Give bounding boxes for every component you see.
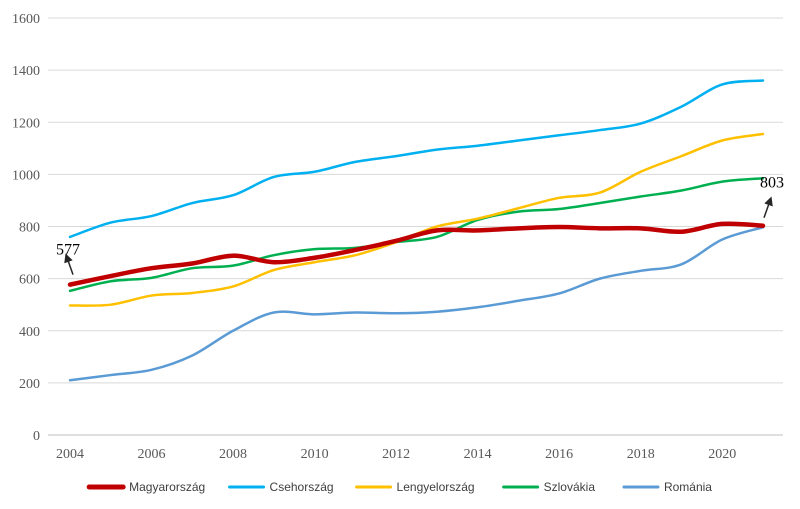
series-lines xyxy=(67,79,766,382)
x-tick-label: 2004 xyxy=(56,447,84,462)
y-tick-label: 200 xyxy=(19,377,40,392)
legend-label-magyarorszag: Magyarország xyxy=(129,480,205,494)
y-tick-label: 1000 xyxy=(12,168,40,183)
x-tick-label: 2008 xyxy=(219,447,247,462)
y-tick-label: 800 xyxy=(19,221,40,236)
x-axis: 2004 2006 2008 2010 2012 2014 2016 2018 2020 xyxy=(48,434,783,462)
annotation-label: 577 xyxy=(56,242,80,259)
legend-label-csehorszag: Csehország xyxy=(270,480,334,494)
x-tick-label: 2016 xyxy=(545,447,573,462)
series-line-szlovakia xyxy=(68,177,765,293)
x-tick-label: 2012 xyxy=(382,447,410,462)
x-tick-label: 2006 xyxy=(138,447,166,462)
legend-label-szlovakia: Szlovákia xyxy=(544,480,596,494)
y-tick-label: 600 xyxy=(19,273,40,288)
y-tick-label: 1400 xyxy=(12,64,40,79)
annotation-arrow xyxy=(763,196,773,218)
y-tick-label: 0 xyxy=(33,429,40,444)
series-line-magyarorszag xyxy=(67,221,766,287)
legend: Magyarország Csehország Lengyelország Szlov… xyxy=(86,480,712,494)
y-axis: 0 200 400 600 800 1000 1200 1400 1600 xyxy=(12,12,40,444)
x-tick-label: 2010 xyxy=(301,447,329,462)
series-line-romania xyxy=(68,226,765,382)
y-tick-label: 1200 xyxy=(12,116,40,131)
legend-label-romania: Románia xyxy=(664,480,712,494)
legend-label-lengyelorszag: Lengyelország xyxy=(397,480,475,494)
x-tick-label: 2014 xyxy=(464,447,492,462)
x-tick-label: 2018 xyxy=(627,447,655,462)
series-line-lengyelorszag xyxy=(68,132,765,307)
annotations: 577 803 xyxy=(56,175,784,275)
annotation-label: 803 xyxy=(760,175,784,192)
annotation-arrow xyxy=(64,253,74,275)
x-tick-label: 2020 xyxy=(708,447,736,462)
y-tick-label: 400 xyxy=(19,325,40,340)
y-tick-label: 1600 xyxy=(12,12,40,27)
series-line-csehorszag xyxy=(68,79,765,239)
gridlines xyxy=(48,17,783,384)
